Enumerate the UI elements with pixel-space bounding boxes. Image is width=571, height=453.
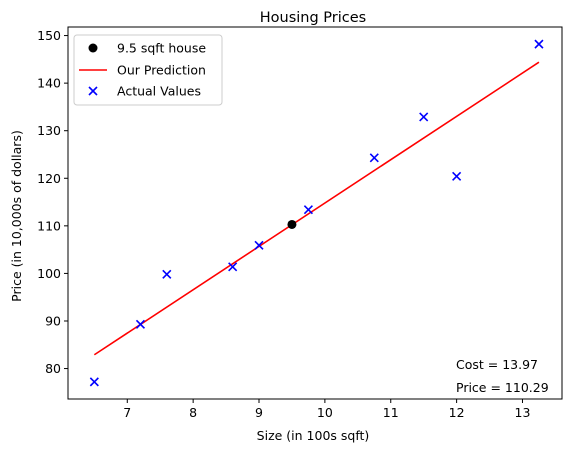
legend-label-house: 9.5 sqft house [117,41,206,56]
prediction-line [93,61,540,356]
x-tick-label: 13 [515,405,531,420]
legend: 9.5 sqft house Our Prediction Actual Val… [73,34,223,106]
y-tick-label: 130 [37,123,61,138]
actual-value-point [369,153,379,163]
x-tick-label: 9 [255,405,263,420]
actual-value-point [162,269,172,279]
actual-value-point [534,39,544,49]
axis-ticks: 7 8 9 10 11 12 13 80 90 100 110 120 130 140 150 [37,28,530,420]
legend-marker-house [88,43,98,53]
y-tick-label: 120 [37,171,61,186]
legend-box [73,34,223,106]
x-tick-label: 8 [189,405,197,420]
actual-value-point [228,262,238,272]
actual-value-point [419,112,429,122]
y-axis-label: Price (in 10,000s of dollars) [9,130,24,302]
price-annotation: Price = 110.29 [456,380,549,395]
y-tick-label: 90 [45,313,61,328]
x-axis-label: Size (in 100s sqft) [257,428,370,443]
y-tick-label: 150 [37,28,61,43]
y-tick-label: 80 [45,361,61,376]
y-tick-label: 110 [37,218,61,233]
legend-marker-actual [88,86,98,96]
plot-frame [67,26,563,400]
actual-value-point [89,377,99,387]
house-point [287,219,297,229]
y-tick-label: 140 [37,76,61,91]
cost-annotation: Cost = 13.97 [456,357,538,372]
x-tick-label: 11 [383,405,399,420]
actual-value-point [452,171,462,181]
actual-value-point [303,205,313,215]
x-tick-label: 12 [449,405,465,420]
legend-label-prediction: Our Prediction [117,63,206,78]
y-tick-label: 100 [37,266,61,281]
x-tick-label: 10 [317,405,333,420]
chart-title: Housing Prices [260,10,366,26]
legend-label-actual: Actual Values [117,84,201,99]
actual-value-point [135,319,146,329]
x-tick-label: 7 [123,405,131,420]
plot-area [89,39,544,387]
actual-value-point [254,240,264,250]
